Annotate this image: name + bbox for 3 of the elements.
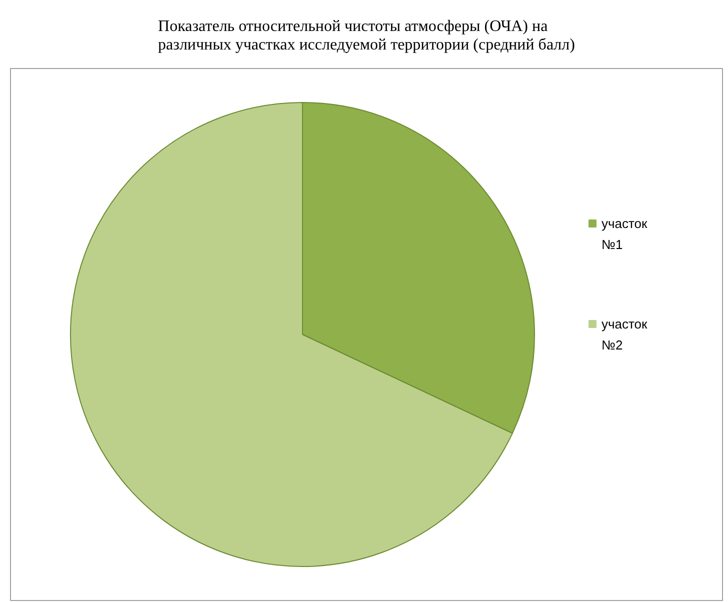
legend-label: участок №1 [602, 216, 648, 252]
chart-title: Показатель относительной чистоты атмосферы (ОЧА) на различных участках исследуемой территории (средний балл) [158, 18, 575, 54]
legend-label: участок №2 [602, 316, 648, 353]
